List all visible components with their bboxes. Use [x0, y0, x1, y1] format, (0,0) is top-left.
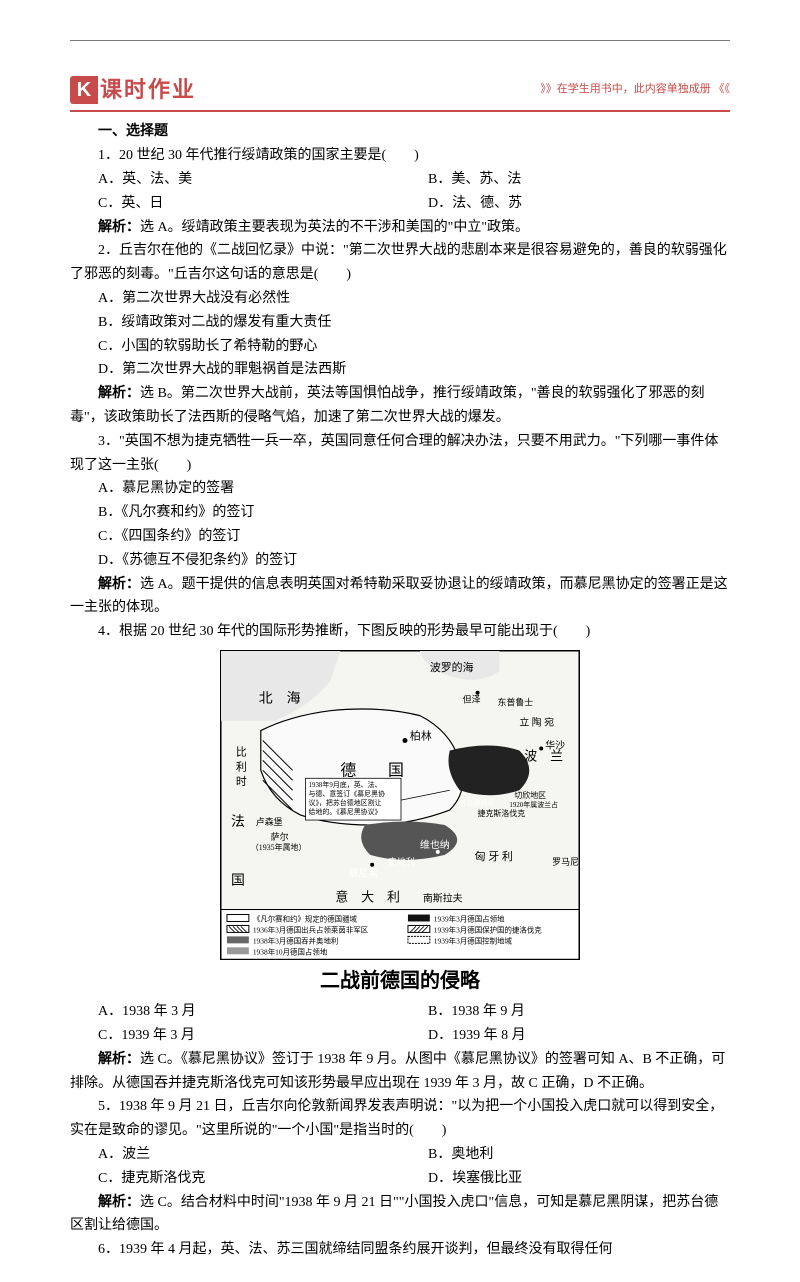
map-lux: 卢森堡 [256, 816, 283, 827]
q5-option-d: D．埃塞俄比亚 [400, 1167, 730, 1191]
q4-exp-label: 解析： [98, 1052, 140, 1067]
map-shi: 时 [236, 775, 247, 788]
map-yugo: 南斯拉夫 [423, 892, 463, 905]
q3-option-c: C．《四国条约》的签订 [70, 525, 730, 549]
section-1-title: 一、选择题 [70, 120, 730, 144]
q2-option-a: A．第二次世界大战没有必然性 [70, 287, 730, 311]
leg3b: 1939年3月德国控制地域 [434, 935, 513, 945]
q4-exp-text: 选 C。《慕尼黑协议》签订于 1938 年 9 月。从图中《慕尼黑协议》的签署可… [70, 1052, 725, 1091]
q2-option-c: C．小国的软弱助长了希特勒的野心 [70, 335, 730, 359]
q4-option-c: C．1939 年 3 月 [70, 1024, 400, 1048]
q1-option-c: C．英、日 [70, 192, 400, 216]
leg2b: 1939年3月德国保护国的捷洛伐克 [434, 924, 542, 934]
map-france: 法 [231, 814, 245, 830]
q3-option-a: A．慕尼黑协定的签署 [70, 477, 730, 501]
q2-stem: 2．丘吉尔在他的《二战回忆录》中说："第二次世界大战的悲剧本来是很容易避免的，善… [70, 239, 730, 287]
q5-option-c: C．捷克斯洛伐克 [70, 1167, 400, 1191]
top-divider [70, 40, 730, 41]
map-bi: 比 [236, 745, 247, 758]
q1-option-d: D．法、德、苏 [400, 192, 730, 216]
map-figure: 北 海 波罗的海 德 国 柏林 法 国 比 利 时 立 陶 宛 东普鲁士 但泽 … [220, 650, 580, 960]
q2-exp-text: 选 B。第二次世界大战前，英法等国惧怕战争，推行绥靖政策，"善良的软弱强化了邪恶… [70, 386, 705, 425]
q5-options: A．波兰 B．奥地利 C．捷克斯洛伐克 D．埃塞俄比亚 [70, 1143, 730, 1191]
map-north-sea: 北 海 [259, 691, 301, 707]
q5-option-b: B．奥地利 [400, 1143, 730, 1167]
map-warsaw: 华沙 [545, 738, 565, 751]
leg2a: 1936年3月德国出兵占领莱茵非军区 [253, 924, 369, 934]
q4-option-b: B．1938 年 9 月 [400, 1000, 730, 1024]
map-teschen2: 1920年属波兰占 [509, 800, 558, 809]
q3-option-b: B．《凡尔赛和约》的签订 [70, 501, 730, 525]
map-caption: 二战前德国的侵略 [70, 964, 730, 998]
map-berlin: 柏林 [410, 728, 432, 742]
q5-explanation: 解析：选 C。结合材料中时间"1938 年 9 月 21 日""小国投入虎口"信… [70, 1191, 730, 1239]
q1-stem: 1．20 世纪 30 年代推行绥靖政策的国家主要是( ) [70, 144, 730, 168]
q5-exp-label: 解析： [98, 1195, 140, 1210]
map-box4: 给地的。《慕尼黑协议》 [309, 807, 382, 816]
banner-title: 课时作业 [100, 71, 196, 108]
map-box3: 议》，把苏台德地区割让 [309, 798, 382, 807]
banner-k-icon: K [70, 76, 98, 104]
q1-option-b: B．美、苏、法 [400, 168, 730, 192]
q4-stem: 4．根据 20 世纪 30 年代的国际形势推断，下图反映的形势最早可能出现于( … [70, 620, 730, 644]
leg3a: 1938年3月德国吞并奥地利 [253, 935, 339, 945]
map-danzig: 但泽 [463, 694, 481, 705]
q4-option-d: D．1939 年 8 月 [400, 1024, 730, 1048]
q1-exp-label: 解析： [98, 220, 140, 235]
map-saar: 萨尔 [271, 831, 289, 842]
map-lithuania: 立 陶 宛 [519, 716, 554, 729]
q2-options: A．第二次世界大战没有必然性 B．绥靖政策对二战的爆发有重大责任 C．小国的软弱… [70, 287, 730, 382]
map-czech: 捷克斯洛伐克 [478, 808, 526, 818]
q1-option-a: A．英、法、美 [70, 168, 400, 192]
map-rom1: 罗马尼亚 [552, 857, 580, 867]
q2-exp-label: 解析： [98, 386, 140, 401]
map-germany: 德 国 [340, 761, 404, 779]
map-teschen: 切欣地区 [514, 790, 546, 800]
leg1b: 1939年3月德国占领地 [434, 913, 505, 923]
q1-explanation: 解析：选 A。绥靖政策主要表现为英法的不干涉和美国的"中立"政策。 [70, 216, 730, 240]
q1-exp-text: 选 A。绥靖政策主要表现为英法的不干涉和美国的"中立"政策。 [140, 220, 529, 235]
q2-explanation: 解析：选 B。第二次世界大战前，英法等国惧怕战争，推行绥靖政策，"善良的软弱强化… [70, 382, 730, 430]
map-austria: 奥地利 [388, 856, 415, 867]
q5-exp-text: 选 C。结合材料中时间"1938 年 9 月 21 日""小国投入虎口"信息，可… [70, 1195, 718, 1234]
banner-subtitle: 》》在学生用书中，此内容单独成册 《《 [540, 80, 730, 99]
leg4a: 1938年10月德国占领地 [253, 946, 328, 956]
map-baltic: 波罗的海 [430, 660, 474, 674]
map-hungary: 匈 牙 利 [475, 849, 513, 863]
map-box2: 与德、意签订《慕尼黑协 [309, 789, 386, 798]
map-box1: 1938年9月底，英、法、 [309, 780, 382, 789]
q4-explanation: 解析：选 C。《慕尼黑协议》签订于 1938 年 9 月。从图中《慕尼黑协议》的… [70, 1048, 730, 1096]
q3-exp-label: 解析： [98, 577, 140, 592]
map-italy: 意 大 利 [335, 890, 400, 905]
q6-stem: 6．1939 年 4 月起，英、法、苏三国就缔结同盟条约展开谈判，但最终没有取得… [70, 1238, 730, 1262]
map-eprussia: 东普鲁士 [497, 697, 533, 708]
banner-left: K 课时作业 [70, 71, 196, 108]
map-svg: 北 海 波罗的海 德 国 柏林 法 国 比 利 时 立 陶 宛 东普鲁士 但泽 … [220, 650, 580, 960]
map-li: 利 [236, 760, 247, 773]
q5-option-a: A．波兰 [70, 1143, 400, 1167]
q5-stem: 5．1938 年 9 月 21 日，丘吉尔向伦敦新闻界发表声明说："以为把一个小… [70, 1095, 730, 1143]
map-vienna: 维也纳 [420, 838, 450, 851]
q3-options: A．慕尼黑协定的签署 B．《凡尔赛和约》的签订 C．《四国条约》的签订 D．《苏… [70, 477, 730, 572]
lesson-banner: K 课时作业 》》在学生用书中，此内容单独成册 《《 [70, 71, 730, 112]
map-munich: 慕尼黑 [348, 867, 378, 880]
q3-explanation: 解析：选 A。题干提供的信息表明英国对希特勒采取妥协退让的绥靖政策，而慕尼黑协定… [70, 573, 730, 621]
q3-exp-text: 选 A。题干提供的信息表明英国对希特勒采取妥协退让的绥靖政策，而慕尼黑协定的签署… [70, 577, 728, 616]
q2-option-b: B．绥靖政策对二战的爆发有重大责任 [70, 311, 730, 335]
q2-option-d: D．第二次世界大战的罪魁祸首是法西斯 [70, 358, 730, 382]
q4-option-a: A．1938 年 3 月 [70, 1000, 400, 1024]
q4-options: A．1938 年 3 月 B．1938 年 9 月 C．1939 年 3 月 D… [70, 1000, 730, 1048]
q1-options: A．英、法、美 B．美、苏、法 C．英、日 D．法、德、苏 [70, 168, 730, 216]
map-saar-note: （1935年属地） [251, 842, 307, 852]
map-country: 国 [231, 874, 245, 889]
q3-option-d: D．《苏德互不侵犯条约》的签订 [70, 549, 730, 573]
leg1a: 《凡尔赛和约》规定的德国疆域 [253, 913, 358, 923]
q3-stem: 3．"英国不想为捷克牺牲一兵一卒，英国同意任何合理的解决办法，只要不用武力。"下… [70, 430, 730, 478]
map-sudeten: 苏台德地区 [460, 798, 495, 807]
